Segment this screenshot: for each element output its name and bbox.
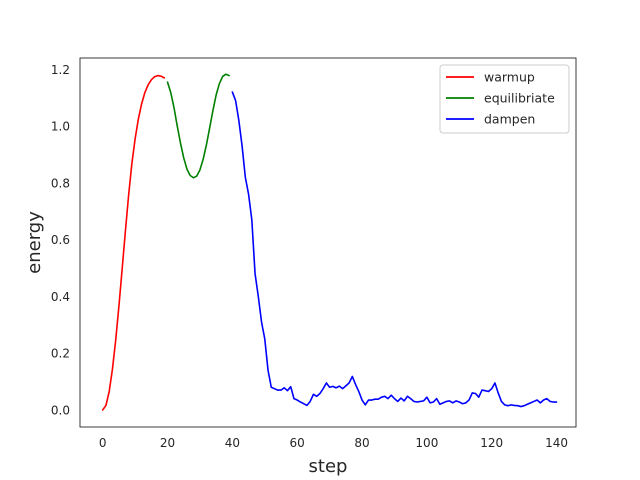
y-axis-ticks: 0.0 0.2 0.4 0.6 0.8 1.0 1.2 <box>51 63 70 418</box>
x-axis-ticks: 0 20 40 60 80 100 120 140 <box>99 436 568 450</box>
legend-label-warmup: warmup <box>484 70 535 85</box>
x-tick-label: 20 <box>160 436 175 450</box>
x-tick-label: 140 <box>545 436 568 450</box>
y-tick-label: 1.2 <box>51 63 70 77</box>
legend-label-dampen: dampen <box>484 112 535 127</box>
series-line-dampen <box>231 91 558 408</box>
y-axis-title: energy <box>24 211 45 274</box>
x-tick-label: 40 <box>225 436 240 450</box>
x-tick-label: 80 <box>354 436 369 450</box>
legend: warmup equilibriate dampen <box>439 64 570 134</box>
legend-box <box>439 64 570 134</box>
x-tick-label: 0 <box>99 436 107 450</box>
y-tick-label: 1.0 <box>51 120 70 134</box>
legend-label-equilibriate: equilibriate <box>484 91 555 106</box>
y-tick-label: 0.0 <box>51 403 70 417</box>
x-tick-label: 60 <box>290 436 305 450</box>
series-line-equilibriate <box>166 73 230 179</box>
y-tick-label: 0.8 <box>51 176 70 190</box>
x-axis-title: step <box>309 456 348 477</box>
x-tick-label: 100 <box>415 436 438 450</box>
plot-area-frame <box>79 57 577 428</box>
y-tick-label: 0.2 <box>51 347 70 361</box>
y-tick-label: 0.4 <box>51 290 70 304</box>
y-tick-label: 0.6 <box>51 233 70 247</box>
plot-lines <box>101 73 558 411</box>
x-tick-label: 120 <box>480 436 503 450</box>
series-line-warmup <box>101 74 166 411</box>
